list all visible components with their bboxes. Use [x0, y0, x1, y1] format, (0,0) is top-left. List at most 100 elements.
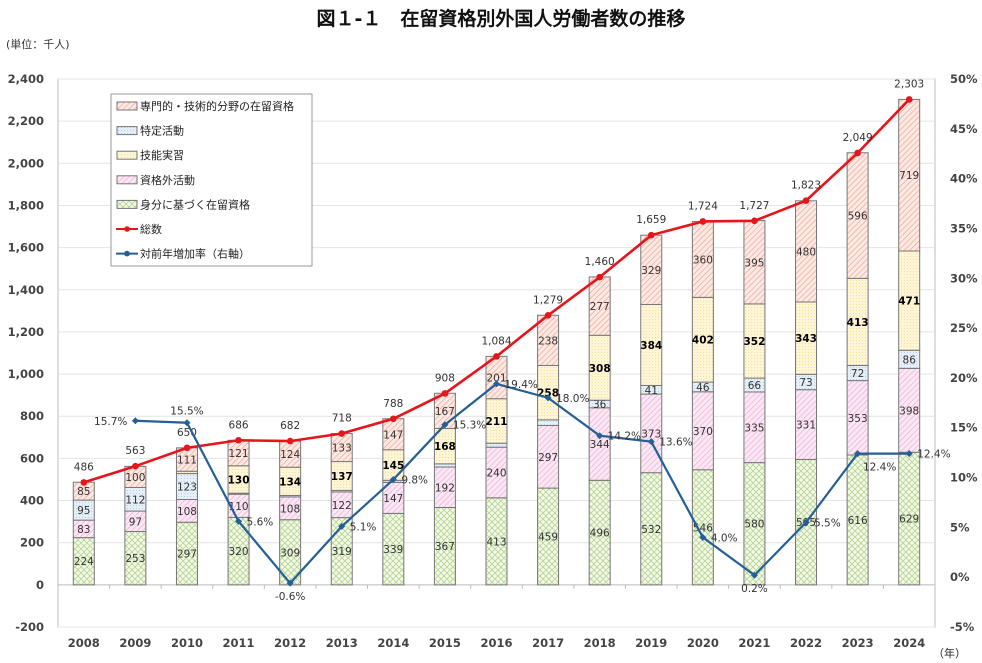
growth-point [493, 380, 500, 388]
segment-label: 331 [796, 420, 816, 432]
legend-label: 身分に基づく在留資格 [140, 197, 250, 211]
legend-label: 資格外活動 [140, 173, 195, 187]
right-axis-tick: 0% [950, 570, 970, 584]
right-axis-tick: 20% [950, 371, 978, 385]
segment-label: 413 [486, 536, 506, 548]
growth-label: 4.0% [711, 532, 738, 544]
segment-label: 532 [641, 524, 661, 536]
growth-label: 18.0% [556, 393, 589, 405]
right-axis-tick: 50% [950, 72, 978, 86]
total-point [647, 231, 655, 239]
growth-label: 15.7% [94, 416, 127, 428]
right-axis-tick: 30% [950, 271, 978, 285]
segment-label: 395 [744, 257, 764, 269]
left-axis-tick: 400 [20, 494, 44, 508]
total-label: 2,303 [894, 78, 924, 90]
x-axis-tick: 2014 [377, 636, 409, 650]
segment-label: 480 [796, 246, 816, 258]
segment-label: 335 [744, 422, 764, 434]
segment-label: 123 [177, 482, 197, 494]
growth-line [135, 382, 910, 585]
total-point [183, 444, 191, 452]
total-point [905, 96, 913, 103]
left-axis-tick: 600 [20, 451, 44, 465]
segment-label: 73 [799, 377, 812, 389]
total-point [132, 462, 139, 470]
segment-label: 352 [743, 336, 765, 348]
segment-label: 319 [332, 546, 352, 558]
segment-label: 353 [848, 413, 868, 425]
total-label: 1,823 [791, 180, 821, 192]
x-axis-tick: 2022 [790, 636, 822, 650]
segment-label: 546 [693, 522, 713, 534]
growth-point [802, 518, 810, 526]
growth-label: 9.8% [401, 475, 428, 487]
segment-label: 85 [77, 486, 90, 498]
left-axis-tick: 2,400 [8, 72, 44, 86]
segment-label: 253 [125, 553, 145, 565]
legend-swatch [116, 101, 138, 111]
legend-label: 特定活動 [140, 124, 184, 138]
total-point [441, 390, 449, 397]
x-axis-tick: 2018 [584, 636, 616, 650]
left-axis-tick: 200 [20, 536, 44, 550]
segment-label: 95 [77, 505, 90, 517]
total-label: 1,727 [739, 200, 769, 212]
total-label: 2,049 [843, 132, 873, 144]
segment-label: 367 [435, 541, 455, 553]
total-label: 682 [280, 420, 300, 432]
legend-marker [124, 226, 130, 232]
segment-label: 122 [332, 500, 352, 512]
growth-point [647, 438, 655, 446]
growth-label: 19.4% [505, 379, 538, 391]
segment-label: 402 [692, 335, 714, 347]
segment-label: 309 [280, 547, 300, 559]
total-label: 908 [435, 372, 455, 384]
segment-label: 211 [486, 416, 508, 428]
right-axis-tick: 35% [950, 221, 978, 235]
total-label: 650 [177, 427, 197, 439]
segment-label: 121 [229, 448, 249, 460]
segment-label: 360 [693, 254, 713, 266]
x-axis-tick: 2008 [68, 636, 100, 650]
segment-label: 111 [177, 455, 197, 467]
total-point [854, 149, 861, 157]
growth-label: 12.4% [917, 449, 950, 461]
growth-point [544, 394, 552, 402]
total-point [493, 353, 500, 360]
segment-label: 112 [125, 494, 145, 506]
segment-label: 413 [847, 317, 869, 329]
total-point [544, 311, 552, 319]
segment-label: 320 [229, 546, 249, 558]
segment-label: 398 [899, 405, 919, 417]
total-label: 1,724 [688, 200, 718, 212]
x-axis-tick: 2013 [326, 636, 358, 650]
segment-label: 240 [486, 468, 506, 480]
x-axis-tick: 2021 [738, 636, 770, 650]
x-axis-tick: 2019 [635, 636, 667, 650]
segment-label: 629 [899, 514, 919, 526]
total-label: 788 [383, 398, 403, 410]
segment-label: 97 [129, 516, 142, 528]
segment-label: 147 [383, 429, 403, 441]
total-label: 718 [332, 413, 352, 425]
legend-label: 対前年増加率（右軸） [140, 247, 250, 261]
total-label: 563 [125, 445, 145, 457]
growth-point [854, 450, 862, 458]
growth-point [389, 476, 397, 484]
segment-label: 201 [486, 373, 506, 385]
right-axis-tick: 40% [950, 172, 978, 186]
total-point [751, 217, 758, 225]
segment-label: 168 [434, 441, 456, 453]
right-axis-tick: 15% [950, 421, 978, 435]
total-point [596, 273, 603, 281]
legend-label: 総数 [140, 222, 162, 236]
segment-label: 719 [899, 170, 919, 182]
right-axis-tick: 10% [950, 471, 978, 485]
segment-label: 616 [848, 515, 868, 527]
growth-label: -0.6% [275, 591, 305, 603]
legend-swatch [116, 199, 138, 209]
segment-label: 130 [228, 474, 250, 486]
growth-point [596, 432, 604, 440]
